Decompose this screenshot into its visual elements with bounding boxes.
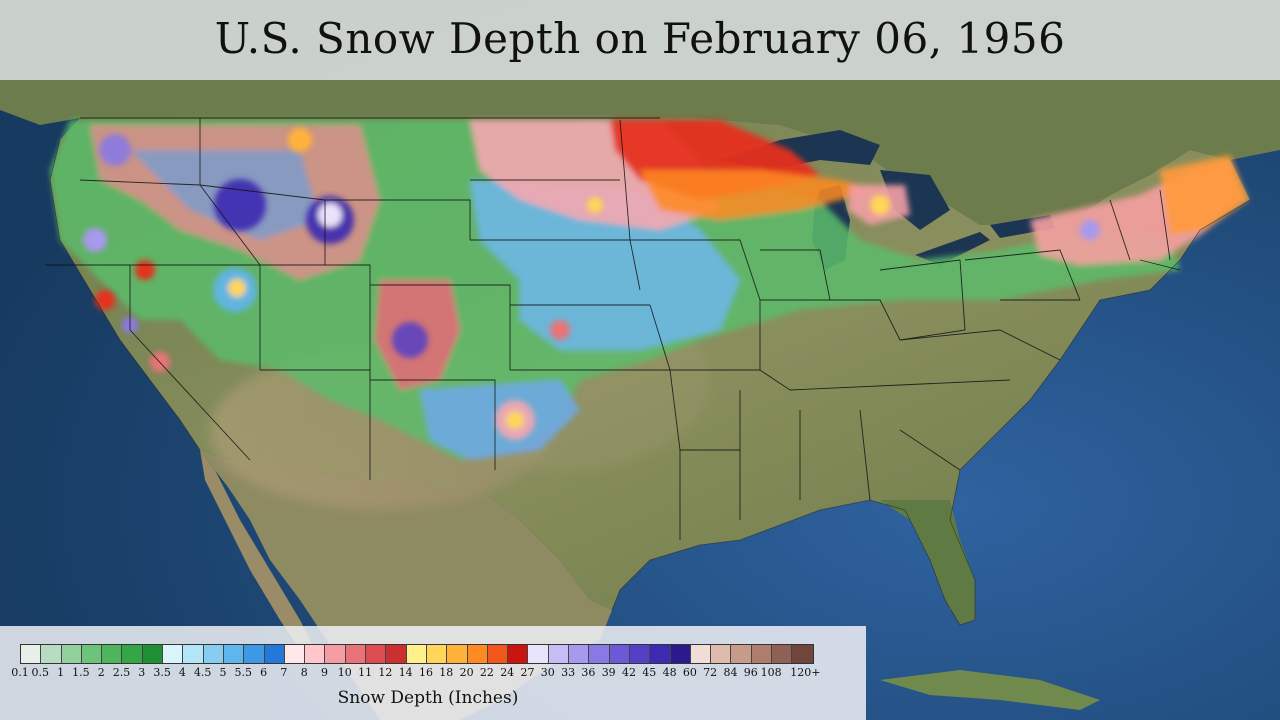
legend-tick-label: 45 [642, 666, 657, 679]
legend-tick-label: 48 [662, 666, 677, 679]
legend-tick-label: 3 [138, 666, 146, 679]
legend-swatch [345, 645, 367, 663]
snow-ne-orange [1160, 155, 1248, 235]
legend-tick-label: 2 [97, 666, 105, 679]
cuba [880, 670, 1100, 710]
legend-tick-label: 11 [358, 666, 373, 679]
legend-tick-label: 8 [300, 666, 308, 679]
legend-swatch [264, 645, 285, 663]
legend-swatch [163, 645, 184, 663]
legend-tick-label: 20 [459, 666, 474, 679]
legend-swatch [508, 645, 529, 663]
legend-swatch [203, 645, 224, 663]
legend-tick-label: 14 [398, 666, 413, 679]
legend-tick-label: 72 [703, 666, 718, 679]
map-title: U.S. Snow Depth on February 06, 1956 [214, 13, 1066, 63]
legend-swatch [305, 645, 326, 663]
legend-title: Snow Depth (Inches) [337, 688, 519, 708]
title-bar: U.S. Snow Depth on February 06, 1956 [0, 0, 1280, 80]
legend-tick-label: 2.5 [112, 666, 131, 679]
legend-swatch [122, 645, 143, 663]
legend: 0.1 0.5 1 1.5 2 2.5 3 3.5 4 4.5 5 5.5 6 7 8 9 10 11 12 14 16… [0, 626, 866, 720]
legend-tick-label: 39 [601, 666, 616, 679]
legend-tick-label: 18 [439, 666, 454, 679]
legend-tick-label: 6 [260, 666, 268, 679]
legend-tick-label: 1.5 [72, 666, 90, 679]
legend-swatch [41, 645, 62, 663]
coastline [49, 139, 1251, 626]
legend-swatch [711, 645, 732, 663]
legend-swatch [589, 645, 610, 663]
legend-swatch [102, 645, 123, 663]
legend-swatch [771, 645, 793, 663]
legend-tick-label: 108 [760, 666, 782, 679]
legend-tick-label: 0.1 [11, 666, 29, 679]
legend-swatch [650, 645, 671, 663]
legend-tick-label: 27 [520, 666, 535, 679]
legend-swatch [325, 645, 346, 663]
legend-tick-label: 4.5 [193, 666, 212, 679]
legend-tick-label: 60 [682, 666, 697, 679]
legend-tick-label: 96 [743, 666, 758, 679]
legend-tick-label: 120+ [790, 666, 821, 679]
legend-swatch [528, 645, 549, 663]
legend-swatch [81, 645, 103, 663]
state-borders [45, 117, 1181, 540]
baja-peninsula [200, 450, 320, 665]
legend-swatch [629, 645, 651, 663]
lake-erie [915, 232, 990, 265]
legend-tick-label: 9 [321, 666, 328, 679]
legend-swatch [569, 645, 590, 663]
legend-tick-label: 5 [219, 666, 227, 679]
legend-tick-label: 4 [178, 666, 186, 679]
legend-tick-label: 24 [500, 666, 515, 679]
legend-swatch [386, 645, 407, 663]
legend-tick-label: 3.5 [153, 666, 171, 679]
canada-land [0, 80, 1280, 225]
legend-tick-label: 12 [378, 666, 393, 679]
legend-swatch [731, 645, 752, 663]
legend-swatch [61, 645, 82, 663]
legend-swatch [426, 645, 448, 663]
legend-swatch [751, 645, 772, 663]
legend-swatch [406, 645, 427, 663]
legend-swatch [487, 645, 509, 663]
legend-swatch [142, 645, 164, 663]
legend-swatch [690, 645, 712, 663]
legend-swatch [467, 645, 488, 663]
legend-swatch [670, 645, 691, 663]
legend-swatch [548, 645, 570, 663]
florida [880, 500, 975, 625]
legend-tick-label: 30 [540, 666, 555, 679]
legend-tick-label: 7 [280, 666, 288, 679]
legend-swatch [366, 645, 387, 663]
legend-swatch [284, 645, 306, 663]
snow-orange-minnesota [640, 170, 880, 220]
legend-tick-label: 22 [479, 666, 494, 679]
legend-swatch [244, 645, 265, 663]
legend-swatch [223, 645, 245, 663]
legend-swatch [609, 645, 630, 663]
legend-tick-label: 42 [622, 666, 636, 679]
legend-tick-label: 0.5 [31, 666, 50, 679]
legend-tick-label: 33 [561, 666, 576, 679]
legend-tick-label: 36 [581, 666, 596, 679]
legend-tick-label: 16 [419, 666, 433, 679]
legend-ticks: 0.1 0.5 1 1.5 2 2.5 3 3.5 4 4.5 5 5.5 6 7 8 9 10 11 12 14 16… [8, 666, 868, 682]
legend-color-bar [20, 644, 814, 664]
legend-swatch [21, 645, 42, 663]
legend-tick-label: 5.5 [234, 666, 253, 679]
legend-tick-label: 10 [337, 666, 352, 679]
legend-tick-label: 84 [723, 666, 738, 679]
legend-swatch [447, 645, 468, 663]
legend-swatch [183, 645, 204, 663]
legend-swatch [792, 645, 813, 663]
legend-tick-label: 1 [57, 666, 65, 679]
